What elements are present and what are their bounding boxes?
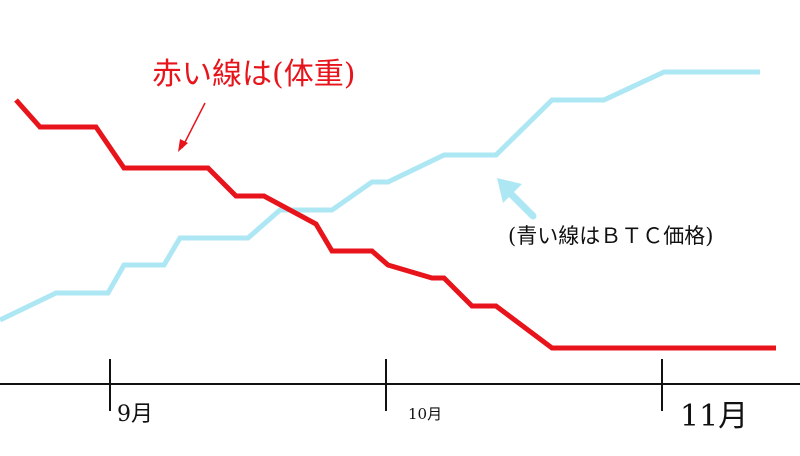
annotation-btc-label: (青い線はＢＴＣ価格)	[508, 224, 714, 248]
x-ticks	[109, 359, 663, 411]
annotation-arrowhead-weight	[178, 139, 188, 152]
annotation-arrowhead-btc	[497, 178, 522, 203]
annotation-weight-label: 赤い線は(体重)	[152, 57, 356, 92]
x-tick-label: 10月	[408, 405, 443, 423]
series-line-weight	[14, 98, 776, 351]
x-tick-label: 11月	[680, 399, 749, 434]
x-tick-label: 9月	[117, 402, 153, 427]
annotation-arrow-weight	[181, 102, 206, 149]
series-line-btc-price	[0, 69, 760, 323]
